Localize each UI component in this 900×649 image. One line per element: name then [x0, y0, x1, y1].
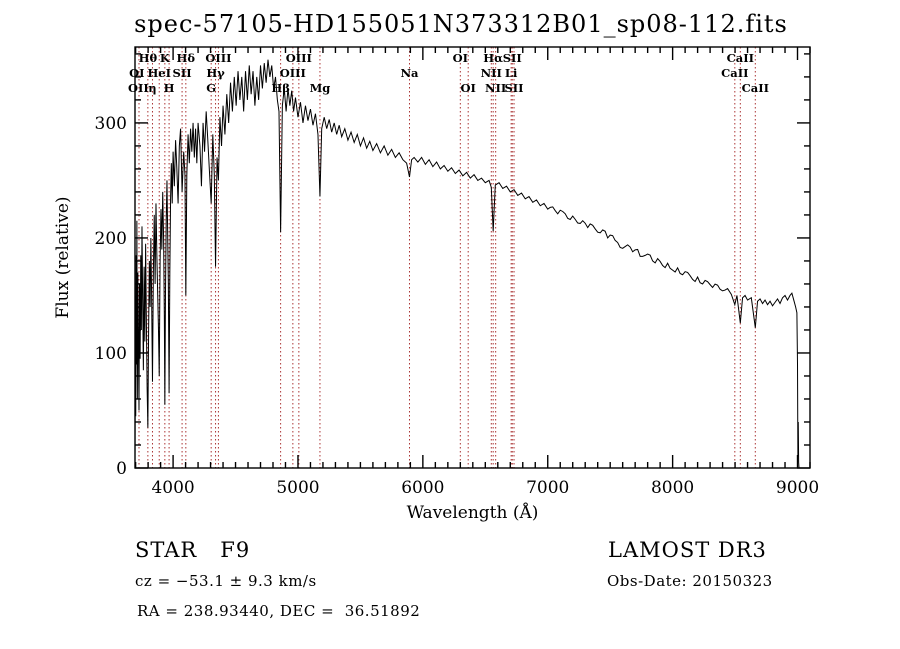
spectral-line-label: OIII [205, 51, 231, 65]
survey-text: LAMOST DR3 [608, 538, 767, 562]
spectral-line-label: HeI [147, 66, 171, 80]
spectral-line-label: CaII [742, 81, 769, 95]
cz-text: cz = −53.1 ± 9.3 km/s [135, 572, 317, 590]
obsdate-text: Obs-Date: 20150323 [607, 572, 773, 590]
spectral-line-label: H [164, 81, 175, 95]
x-tick-label: 5000 [276, 478, 319, 498]
wavelength-axis-label: Wavelength (Å) [407, 502, 539, 523]
spectral-line-label: OI [460, 81, 475, 95]
spectral-line-label: NII [485, 81, 506, 95]
classification-text: STAR F9 [135, 538, 251, 562]
spectral-line-label: OI [453, 51, 468, 65]
spectral-line-label: SII [173, 66, 192, 80]
spectral-line-label: K [160, 51, 171, 65]
spectral-line-label: η [148, 81, 156, 95]
y-tick-label: 300 [95, 114, 127, 134]
spectral-line-label: Na [401, 66, 420, 80]
spectral-line-markers [138, 47, 756, 468]
spectral-line-label: CaII [727, 51, 754, 65]
spectral-line-label: SII [503, 51, 522, 65]
spectral-line-label: Li [505, 66, 518, 80]
y-tick-label: 200 [95, 229, 127, 249]
spectral-line-label: Hβ [271, 81, 290, 95]
radec-text: RA = 238.93440, DEC = 36.51892 [137, 602, 421, 620]
x-tick-label: 8000 [651, 478, 694, 498]
spectral-line-label: CaII [721, 66, 748, 80]
spectral-line-label: NII [481, 66, 502, 80]
x-tick-label: 7000 [526, 478, 569, 498]
page-title: spec-57105-HD155051N373312B01_sp08-112.f… [134, 10, 788, 38]
spectral-line-label: Hθ [139, 51, 158, 65]
y-tick-label: 0 [116, 459, 127, 479]
plot-axes [134, 46, 811, 469]
spectral-line-label: Mg [310, 81, 331, 95]
tick-labels: 4000 5000 6000 7000 8000 9000 0 100 200 300 Wavele… [53, 114, 819, 523]
x-tick-label: 4000 [151, 478, 194, 498]
flux-axis-label: Flux (relative) [53, 196, 73, 318]
spectral-line-label: OII [128, 81, 149, 95]
spectral-line-label: OIII [286, 51, 312, 65]
plot-frame [134, 46, 811, 469]
spectral-line-label: Hα [483, 51, 503, 65]
x-tick-label: 6000 [401, 478, 444, 498]
spectral-line-label: OIII [280, 66, 306, 80]
spectral-line-label: G [206, 81, 216, 95]
spectral-line-label: SII [504, 81, 523, 95]
spectral-line-label: Hγ [206, 66, 225, 80]
spectral-line-label: OI [129, 66, 144, 80]
spectral-line-label: Hδ [177, 51, 196, 65]
x-tick-label: 9000 [776, 478, 819, 498]
spectrum-line [134, 59, 800, 469]
y-tick-label: 100 [95, 344, 127, 364]
